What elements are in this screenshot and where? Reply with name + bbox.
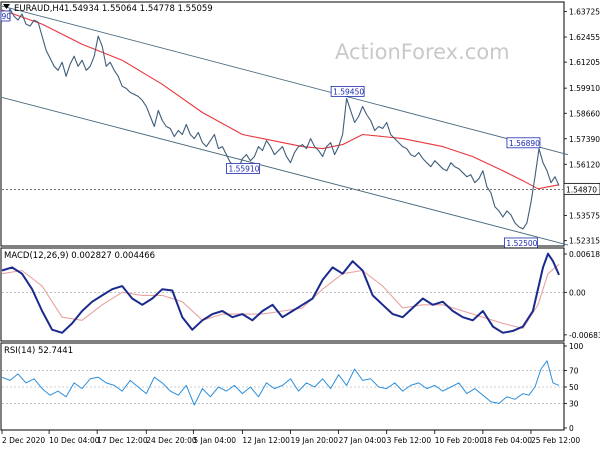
price-tick-label: 1.57390 — [569, 135, 600, 144]
cut-label-box — [0, 10, 11, 22]
price-scale: 1.63725 1.62455 1.61205 1.59910 1.58660 1.573… — [563, 8, 600, 246]
macd-panel — [0, 247, 565, 342]
time-tick-label: 17 Dec 12:00 — [97, 436, 148, 445]
symbol-label: EURAUD,H4 — [14, 4, 64, 14]
annotation-label: 1.52500 — [506, 239, 537, 248]
rsi-tick-label: 70 — [569, 367, 579, 376]
rsi-tick-label: 100 — [569, 342, 584, 351]
annotation-box — [506, 137, 541, 149]
ohlc-values: 1.54934 1.55064 1.54778 1.55059 — [64, 4, 213, 14]
price-line-group — [1, 8, 560, 230]
macd-scale: 0.006184 0.00 -0.006837 — [564, 250, 600, 340]
rsi-header: RSI(14) 52.7441 — [4, 346, 73, 356]
time-tick-label: 19 Jan 20:00 — [291, 436, 339, 445]
channel-lower-line — [1, 96, 569, 246]
ema-line — [1, 9, 560, 190]
macd-header: MACD(12,26,9) 0.002827 0.004466 — [4, 251, 155, 261]
rsi-tick-label: 30 — [569, 399, 579, 408]
time-tick-label: 5 Jan 04:00 — [193, 436, 236, 445]
price-tick-label: 1.63725 — [569, 8, 600, 17]
rsi-lines — [1, 360, 560, 406]
price-tick-label: 1.52315 — [569, 237, 600, 246]
annotation-box — [330, 85, 365, 97]
price-annotations: 1.59450 1.55910 1.56890 1.52500 — [226, 85, 541, 249]
macd-tick-label: 0.006184 — [569, 250, 600, 259]
macd-tick-label: -0.006837 — [569, 331, 600, 340]
macd-line — [1, 252, 560, 334]
macd-signal-line — [1, 263, 560, 329]
rsi-scale: 100 70 50 30 0 — [564, 342, 584, 433]
price-tick-label: 1.62455 — [569, 33, 600, 42]
annotation-label: 1.59450 — [333, 87, 364, 96]
rsi-tick-label: 50 — [569, 383, 579, 392]
rsi-panel — [0, 342, 565, 431]
time-tick-label: 27 Jan 04:00 — [339, 436, 387, 445]
current-price-tag-box — [563, 182, 600, 195]
time-tick-label: 12 Jan 12:00 — [242, 436, 290, 445]
price-tick-label: 1.59910 — [569, 84, 600, 93]
cut-label: 90 — [2, 12, 12, 21]
watermark: ActionForex.com — [335, 40, 510, 64]
time-tick-label: 10 Dec 04:00 — [49, 436, 100, 445]
annotation-label: 1.55910 — [228, 164, 259, 173]
channel-upper-line — [1, 5, 569, 156]
time-tick-label: 24 Dec 20:00 — [146, 436, 197, 445]
macd-tick-label: 0.00 — [569, 288, 586, 297]
time-tick-label: 2 Dec 2020 — [2, 436, 45, 445]
price-tick-label: 1.58660 — [569, 109, 600, 118]
ema-line-group — [1, 9, 560, 190]
time-tick-label: 3 Feb 12:00 — [387, 436, 432, 445]
price-channel — [1, 5, 569, 246]
annotation-box — [226, 163, 260, 174]
rsi-tick-label: 0 — [569, 424, 574, 433]
rsi-level-lines — [2, 370, 563, 404]
price-tick-label: 1.53575 — [569, 211, 600, 220]
price-line — [1, 8, 560, 230]
annotation-label: 1.56890 — [509, 139, 540, 148]
main-panel — [0, 1, 565, 247]
rsi-line — [1, 360, 560, 406]
macd-lines — [1, 252, 560, 334]
price-tick-label: 1.56120 — [569, 160, 600, 169]
time-tick-label: 10 Feb 20:00 — [435, 436, 484, 445]
price-tick-label: 1.61205 — [569, 58, 600, 67]
time-tick-label: 18 Feb 04:00 — [483, 436, 532, 445]
current-price-tag: 1.54870 — [566, 185, 597, 194]
collapse-arrow-icon[interactable] — [3, 4, 10, 9]
time-tick-label: 25 Feb 12:00 — [531, 436, 580, 445]
